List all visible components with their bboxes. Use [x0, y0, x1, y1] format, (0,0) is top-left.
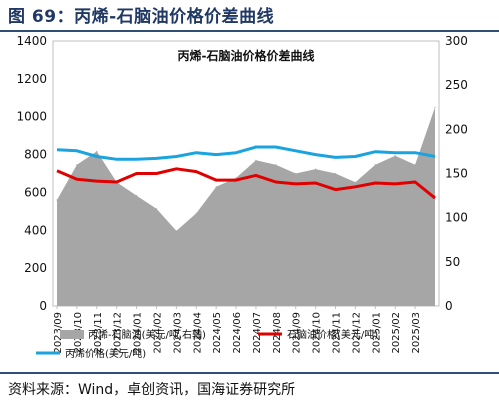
left-tick-label: 0 — [39, 299, 47, 313]
x-tick-label: 2025/03 — [411, 312, 422, 354]
x-tick-label: 2024/05 — [212, 312, 223, 354]
x-tick-label: 2024/12 — [351, 312, 362, 354]
chart-container: 丙烯-石脑油价格价差曲线 0 200 400 600 800 1000 1200 1400 0… — [0, 34, 499, 366]
x-tick-label: 2023/11 — [93, 312, 104, 354]
left-tick-label: 600 — [24, 185, 47, 199]
spread-point — [255, 159, 257, 161]
x-tick-label: 2023/12 — [113, 312, 124, 354]
right-tick-label: 250 — [445, 78, 468, 92]
spread-point — [354, 181, 356, 183]
spread-point — [414, 164, 416, 166]
left-tick-label: 400 — [24, 223, 47, 237]
spread-point — [136, 195, 138, 197]
chart-title: 丙烯-石脑油价格价差曲线 — [178, 48, 315, 63]
x-tick-label: 2024/09 — [292, 312, 303, 354]
right-tick-label: 50 — [445, 255, 460, 269]
left-tick-label: 1200 — [16, 72, 47, 86]
spread-point — [235, 177, 237, 179]
spread-point — [334, 172, 337, 175]
legend-label-naphtha: 石脑油价格(美元/吨) — [287, 328, 378, 341]
spread-area-layer — [56, 106, 436, 306]
left-axis: 0 200 400 600 800 1000 1200 1400 — [16, 34, 47, 313]
spread-point — [394, 155, 396, 157]
spread-point — [96, 150, 98, 152]
x-tick-label: 2024/10 — [312, 312, 323, 354]
right-tick-label: 300 — [445, 36, 468, 48]
source-note: 资料来源：Wind，卓创资讯，国海证券研究所 — [8, 382, 296, 398]
x-tick-label: 2023/09 — [53, 312, 64, 354]
figure-title: 图 69：丙烯-石脑油价格价差曲线 — [8, 7, 275, 27]
title-divider — [0, 30, 499, 32]
right-tick-label: 100 — [445, 211, 468, 225]
spread-area — [57, 107, 435, 306]
source-divider — [0, 372, 499, 374]
price-line-layer — [56, 145, 436, 200]
x-tick-label: 2025/01 — [371, 312, 382, 354]
left-tick-label: 800 — [24, 148, 47, 162]
left-tick-label: 200 — [24, 261, 47, 275]
naphtha-price-line — [56, 167, 436, 200]
left-tick-label: 1000 — [16, 110, 47, 124]
x-tick-label: 2024/06 — [232, 312, 243, 354]
spread-point — [195, 212, 197, 214]
x-tick-label: 2024/07 — [252, 312, 263, 354]
x-tick-label: 2025/02 — [391, 312, 402, 354]
x-tick-label: 2024/04 — [192, 312, 203, 354]
x-tick-label: 2024/03 — [172, 312, 183, 354]
spread-point — [374, 164, 376, 166]
x-axis: 2023/092023/102023/112023/122024/012024/… — [53, 306, 422, 354]
spread-point — [56, 199, 58, 201]
spread-point — [315, 168, 317, 170]
spread-point — [275, 164, 277, 166]
spread-point — [215, 186, 217, 188]
x-tick-label: 2024/02 — [153, 312, 164, 354]
legend-label-spread: 丙烯-石脑油(美元/吨,右轴) — [88, 328, 206, 341]
spread-point — [76, 164, 78, 166]
legend-swatch-spread — [60, 330, 84, 339]
spread-point — [434, 106, 436, 108]
legend: 丙烯-石脑油(美元/吨,右轴) 石脑油价格(美元/吨) 丙烯价格(美元/吨) — [36, 328, 378, 360]
propylene-price-line — [56, 145, 436, 161]
x-tick-label: 2024/11 — [332, 312, 343, 354]
x-tick-label: 2024/01 — [133, 312, 144, 354]
right-tick-label: 0 — [445, 299, 453, 313]
left-tick-label: 1400 — [16, 36, 47, 48]
right-tick-label: 150 — [445, 167, 468, 181]
right-tick-label: 200 — [445, 122, 468, 136]
legend-label-propylene: 丙烯价格(美元/吨) — [65, 347, 146, 360]
spread-point — [175, 230, 177, 232]
spread-point — [295, 172, 297, 175]
spread-point — [155, 208, 158, 210]
right-axis: 0 50 100 150 200 250 300 — [445, 34, 468, 313]
